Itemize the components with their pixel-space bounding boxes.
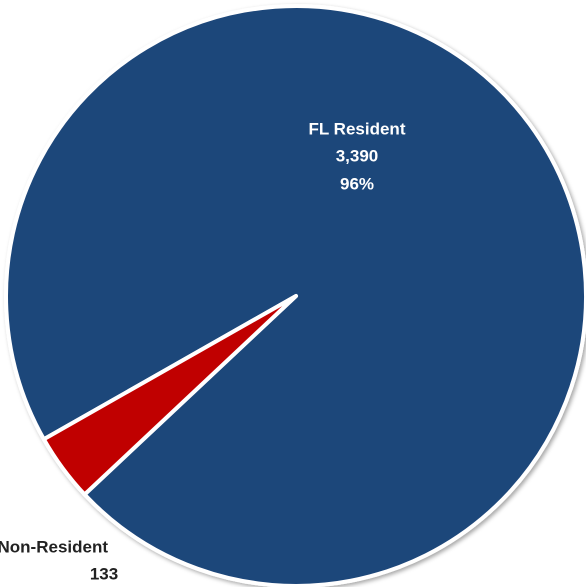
slice-label: Non-Resident (0, 537, 108, 556)
pie (4, 4, 586, 587)
percent-label: 96% (340, 174, 374, 193)
value-label: 3,390 (336, 146, 379, 165)
value-label: 133 (90, 564, 118, 583)
pie-slice (41, 294, 298, 497)
slice-label: FL Resident (309, 119, 406, 138)
labels: FL Resident 3,390 96% Non-Resident 133 (0, 119, 406, 583)
